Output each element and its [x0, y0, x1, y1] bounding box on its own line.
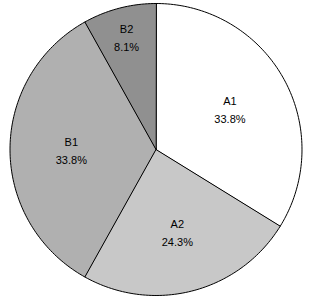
svg-text:A224.3%: A224.3% [162, 218, 193, 248]
svg-text:A133.8%: A133.8% [214, 95, 245, 125]
svg-text:B28.1%: B28.1% [114, 23, 139, 53]
svg-text:B133.8%: B133.8% [56, 136, 87, 166]
